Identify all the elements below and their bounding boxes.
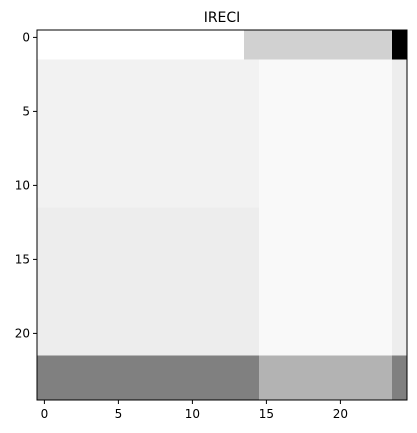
axes-frame [36,29,408,401]
heatmap-cell-2-0 [37,207,259,356]
chart-title: IRECI [204,10,241,26]
y-tick-label: 5 [22,104,30,118]
x-tick-label: 0 [41,407,49,421]
heatmap-cell-1-0 [37,59,259,208]
heatmap-cell-1-1 [259,59,393,208]
y-axis: 0 5 10 15 20 [15,30,37,340]
heatmap-cell-3-2 [392,355,407,400]
x-tick-label: 20 [333,407,348,421]
x-axis: 0 5 10 15 20 [41,400,348,421]
heatmap-cells [37,30,407,400]
y-tick-label: 15 [15,252,30,266]
heatmap-cell-0-0 [37,30,245,60]
x-tick-label: 5 [115,407,123,421]
x-tick-label: 15 [259,407,274,421]
y-tick-label: 20 [15,326,30,340]
y-tick-label: 0 [22,30,30,44]
heatmap-cell-3-1 [259,355,393,400]
heatmap-cell-2-2 [392,207,407,356]
x-tick-label: 10 [185,407,200,421]
heatmap-cell-2-1 [259,207,393,356]
heatmap-cell-0-1 [244,30,393,60]
heatmap-cell-0-2 [392,30,407,60]
heatmap-cell-3-0 [37,355,259,400]
heatmap-cell-1-2 [392,59,407,208]
y-tick-label: 10 [15,178,30,192]
